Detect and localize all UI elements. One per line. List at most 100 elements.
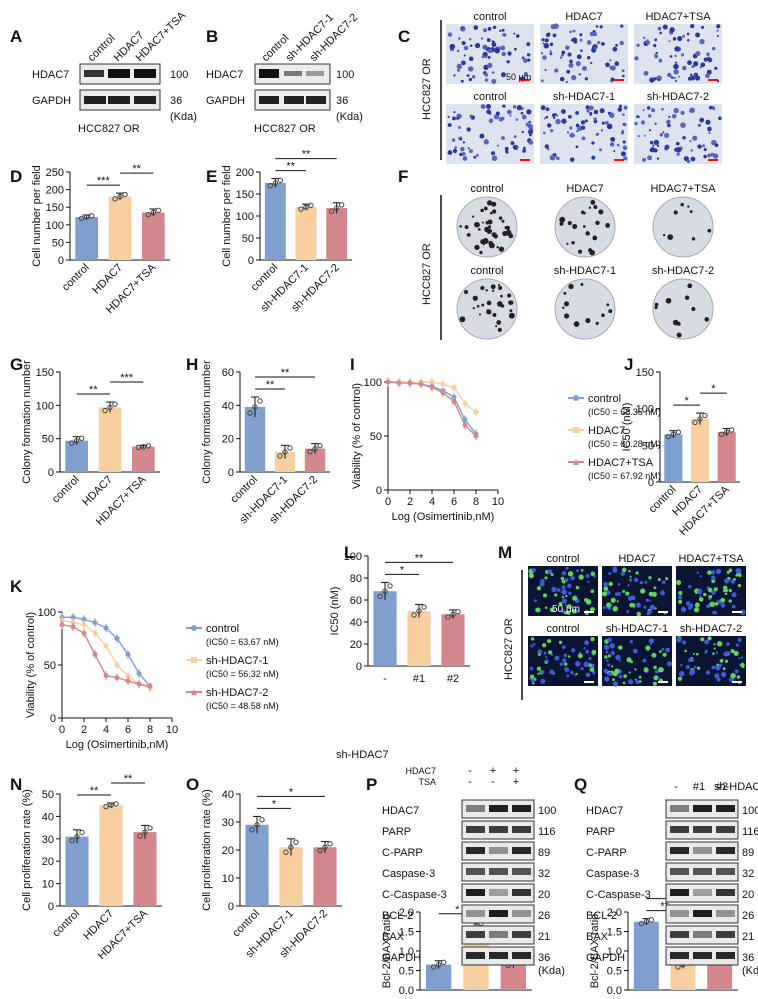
cell: [550, 573, 554, 577]
cell: [712, 652, 715, 655]
cell: [686, 32, 690, 36]
data-point: [670, 431, 677, 438]
colony: [492, 312, 497, 317]
cell: [659, 31, 662, 35]
colony: [496, 320, 501, 325]
data-point: [254, 822, 260, 828]
data-point: [70, 624, 76, 630]
colony: [580, 210, 585, 215]
band: [489, 805, 508, 812]
data-point: [322, 844, 328, 850]
scale-bar: [520, 159, 530, 161]
protein-label: Caspase-3: [586, 868, 639, 880]
cell: [706, 69, 712, 75]
cell: [504, 146, 509, 151]
colony: [472, 215, 475, 218]
cell: [704, 640, 708, 644]
cell: [647, 155, 653, 161]
band: [670, 826, 689, 833]
cell: [718, 663, 723, 668]
scale-bar: [584, 611, 594, 613]
cell: [620, 131, 625, 135]
significance-label: **: [266, 379, 275, 391]
cell: [585, 105, 590, 110]
significance-label: **: [132, 163, 141, 175]
cell: [596, 132, 600, 136]
cell: [731, 592, 737, 598]
kda-label: 20: [742, 889, 754, 901]
cell: [662, 24, 668, 30]
cell: [665, 647, 671, 653]
cell: [599, 108, 605, 114]
y-tick-label: 150: [46, 202, 64, 214]
cell: [649, 77, 655, 83]
cell: [614, 61, 620, 66]
bar: [425, 964, 452, 990]
cell: [632, 648, 638, 654]
colony: [501, 219, 505, 223]
cell: [730, 649, 735, 654]
cell: [652, 681, 657, 686]
cell: [622, 681, 626, 685]
cell: [733, 650, 739, 657]
cell: [549, 52, 553, 56]
cell: [600, 129, 603, 132]
image-label: control: [473, 11, 506, 23]
cell: [462, 141, 466, 144]
cell-line-label: HCC827 OR: [254, 123, 316, 135]
colony: [580, 283, 584, 286]
colony: [488, 225, 492, 229]
data-point: [277, 177, 284, 184]
colony: [479, 250, 483, 255]
legend-ic50: (IC50 = 80.28 nM): [588, 439, 661, 449]
cell: [583, 647, 586, 650]
colony: [588, 206, 592, 209]
kda-label: 36: [538, 952, 550, 964]
cell: [735, 568, 742, 574]
cell: [622, 145, 628, 151]
cell: [610, 77, 615, 82]
data-point: [92, 651, 98, 657]
y-tick-label: 50: [52, 237, 64, 249]
cell: [714, 673, 720, 679]
scale-bar: [708, 159, 718, 161]
cell: [512, 145, 518, 150]
cell: [697, 666, 701, 670]
cell: [521, 56, 525, 60]
data-point: [377, 593, 383, 600]
x-tick-label: 6: [125, 724, 131, 736]
cell: [735, 574, 738, 577]
x-tick-label: -: [383, 673, 387, 685]
cell: [578, 574, 584, 580]
kda-label: 26: [742, 910, 754, 922]
protein-label: C-Caspase-3: [586, 889, 651, 901]
cell: [707, 636, 712, 641]
cell: [569, 126, 573, 130]
colony: [564, 313, 570, 319]
cell: [656, 144, 660, 148]
data-point: [112, 401, 118, 407]
cell: [451, 138, 456, 142]
y-tick-label: 40: [222, 789, 234, 801]
cell: [576, 569, 579, 573]
data-point: [125, 651, 131, 657]
cell: [491, 71, 495, 74]
cell: [482, 44, 488, 50]
cell: [674, 79, 678, 83]
scale-label: 50 μm: [552, 604, 580, 615]
cell: [690, 156, 696, 162]
cell: [678, 75, 681, 78]
cell: [707, 570, 712, 575]
cell: [723, 651, 728, 657]
kda-unit: (Kda): [742, 965, 758, 977]
data-point: [79, 829, 85, 836]
data-point: [272, 180, 279, 186]
data-point: [308, 202, 314, 209]
significance-label: **: [415, 552, 424, 564]
cell: [722, 589, 726, 593]
cell: [657, 26, 662, 31]
cell: [713, 643, 716, 646]
bar: [670, 964, 696, 990]
cell: [609, 59, 612, 62]
